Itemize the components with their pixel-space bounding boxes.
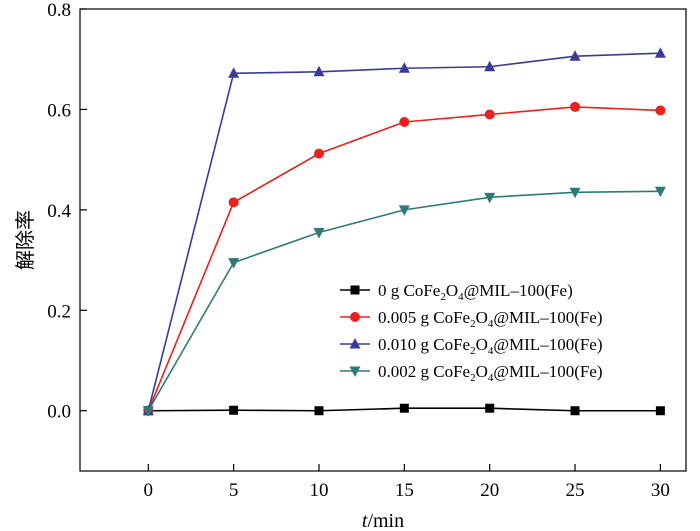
data-point <box>654 47 666 58</box>
data-point <box>229 405 239 415</box>
legend-marker <box>349 338 361 349</box>
data-point <box>313 227 325 239</box>
x-tick-label: 25 <box>566 480 585 501</box>
y-tick-label: 0.0 <box>47 402 71 423</box>
series-0 <box>143 403 665 416</box>
y-axis-ticks: 0.0 0.2 0.4 0.6 0.8 <box>47 0 87 423</box>
data-point <box>655 406 665 416</box>
legend-marker <box>350 285 360 295</box>
data-point <box>570 101 581 112</box>
legend-entry: 0 g CoFe2O4@MIL–100(Fe) <box>340 281 573 303</box>
legend-label: 0.005 g CoFe2O4@MIL–100(Fe) <box>378 308 603 330</box>
data-point <box>228 258 240 269</box>
data-point <box>655 105 666 116</box>
x-tick-label: 30 <box>651 480 670 501</box>
y-tick-label: 0.8 <box>47 0 71 21</box>
data-point <box>484 60 496 72</box>
data-point <box>484 192 496 204</box>
legend-marker <box>350 312 360 322</box>
x-axis-title-unit: /min <box>367 510 404 531</box>
legend-label: 0 g CoFe2O4@MIL–100(Fe) <box>378 281 573 303</box>
data-point <box>314 406 324 416</box>
data-point <box>228 197 239 208</box>
x-tick-label: 15 <box>395 480 414 501</box>
legend: 0 g CoFe2O4@MIL–100(Fe) 0.005 g CoFe2O4@M… <box>340 281 603 384</box>
y-tick-label: 0.6 <box>47 100 71 121</box>
data-point <box>228 67 240 78</box>
x-tick-label: 20 <box>480 480 499 501</box>
data-point <box>399 403 409 413</box>
legend-label: 0.010 g CoFe2O4@MIL–100(Fe) <box>378 335 603 357</box>
plot-frame <box>79 8 687 472</box>
x-axis-title: t/min <box>362 510 404 531</box>
data-point <box>398 205 410 216</box>
series-3 <box>142 186 666 417</box>
data-point <box>485 403 495 413</box>
data-point <box>654 186 666 198</box>
legend-entry: 0.005 g CoFe2O4@MIL–100(Fe) <box>340 308 603 330</box>
series-layer <box>142 47 666 417</box>
x-tick-label: 10 <box>309 480 328 501</box>
data-point <box>313 148 324 159</box>
data-point <box>398 62 410 73</box>
data-point <box>570 406 580 416</box>
data-point <box>484 109 495 120</box>
x-axis-title-var: t <box>362 510 368 531</box>
y-tick-label: 0.2 <box>47 301 71 322</box>
x-tick-label: 0 <box>144 480 154 501</box>
data-point <box>569 187 581 199</box>
legend-label: 0.002 g CoFe2O4@MIL–100(Fe) <box>378 362 603 384</box>
legend-entry: 0.010 g CoFe2O4@MIL–100(Fe) <box>340 335 603 357</box>
data-point <box>313 65 325 77</box>
series-2 <box>142 47 666 416</box>
y-axis-title: 解除率 <box>14 210 37 270</box>
data-point <box>142 406 154 417</box>
legend-marker <box>349 366 361 377</box>
data-point <box>569 50 581 61</box>
x-tick-label: 5 <box>229 480 239 501</box>
data-point <box>399 116 410 127</box>
x-axis-ticks: 0 5 10 15 20 25 30 <box>144 464 670 501</box>
y-tick-label: 0.4 <box>47 201 71 222</box>
legend-entry: 0.002 g CoFe2O4@MIL–100(Fe) <box>340 362 603 384</box>
